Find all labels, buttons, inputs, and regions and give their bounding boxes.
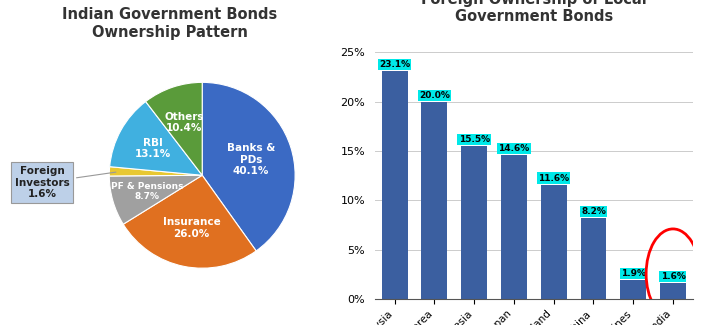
Bar [541,185,566,299]
Bar [421,102,448,299]
Wedge shape [110,167,202,176]
Wedge shape [110,175,202,224]
Title: Indian Government Bonds
Ownership Pattern: Indian Government Bonds Ownership Patter… [62,7,277,40]
Text: Others
10.4%: Others 10.4% [165,112,204,133]
Wedge shape [110,101,202,175]
Bar [580,218,607,299]
Text: 20.0%: 20.0% [419,91,450,100]
Text: 8.2%: 8.2% [581,207,606,216]
Text: 23.1%: 23.1% [379,60,410,69]
Text: 15.5%: 15.5% [459,135,490,144]
Bar [382,71,407,299]
Text: 14.6%: 14.6% [498,144,530,153]
Bar [461,146,487,299]
Text: RBI
13.1%: RBI 13.1% [135,137,172,159]
Bar [660,283,686,299]
Text: Banks &
PDs
40.1%: Banks & PDs 40.1% [227,143,275,176]
Text: Insurance
26.0%: Insurance 26.0% [163,217,221,239]
Wedge shape [123,175,256,268]
Text: Foreign
Investors
1.6%: Foreign Investors 1.6% [15,166,116,199]
Text: 1.9%: 1.9% [621,269,645,278]
Text: 11.6%: 11.6% [538,174,569,183]
Text: 1.6%: 1.6% [660,272,685,281]
Bar [620,280,646,299]
Title: Foreign Ownership of Local
Government Bonds: Foreign Ownership of Local Government Bo… [421,0,647,24]
Wedge shape [202,82,295,251]
Wedge shape [146,82,202,175]
Bar [501,155,527,299]
Text: PF & Pensions
8.7%: PF & Pensions 8.7% [110,182,183,201]
